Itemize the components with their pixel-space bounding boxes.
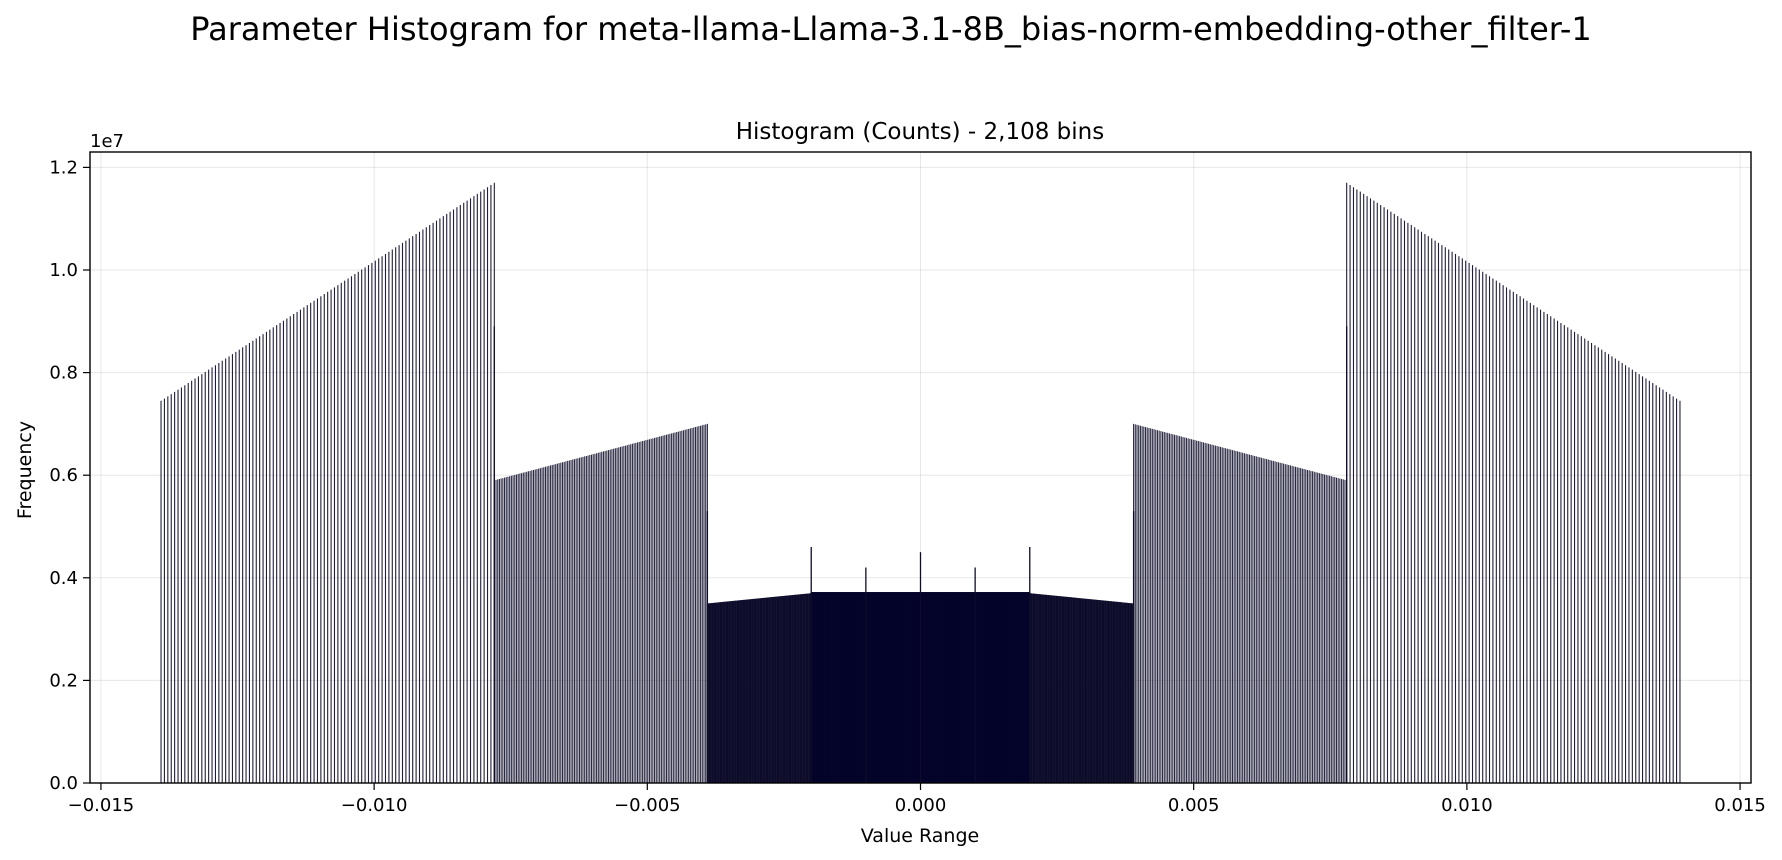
x-axis-ticks: −0.015 −0.010 −0.005 0.000 0.005 0.010 0.015 [68, 783, 1766, 816]
y-offset-label: 1e7 [90, 131, 124, 152]
histogram-bars [160, 182, 1681, 783]
x-tick-label: −0.010 [341, 795, 408, 816]
y-tick-label: 1.2 [49, 157, 78, 178]
grid-lines [90, 152, 1751, 784]
y-tick-label: 1.0 [49, 260, 78, 281]
y-axis-label: Frequency [14, 421, 36, 519]
figure-suptitle: Parameter Histogram for meta-llama-Llama… [190, 10, 1592, 48]
x-tick-label: 0.015 [1714, 795, 1766, 816]
y-tick-label: 0.8 [49, 363, 78, 384]
x-tick-label: 0.005 [1168, 795, 1220, 816]
y-axis-ticks: 0.0 0.2 0.4 0.6 0.8 1.0 1.2 [49, 157, 90, 794]
x-tick-label: 0.010 [1441, 795, 1493, 816]
y-tick-label: 0.6 [49, 465, 78, 486]
y-tick-label: 0.0 [49, 773, 78, 794]
x-tick-label: −0.005 [614, 795, 681, 816]
y-tick-label: 0.4 [49, 568, 78, 589]
x-tick-label: 0.000 [895, 795, 947, 816]
x-axis-label: Value Range [861, 825, 979, 847]
x-tick-label: −0.015 [68, 795, 135, 816]
y-tick-label: 0.2 [49, 670, 78, 691]
axes-title: Histogram (Counts) - 2,108 bins [736, 119, 1104, 145]
